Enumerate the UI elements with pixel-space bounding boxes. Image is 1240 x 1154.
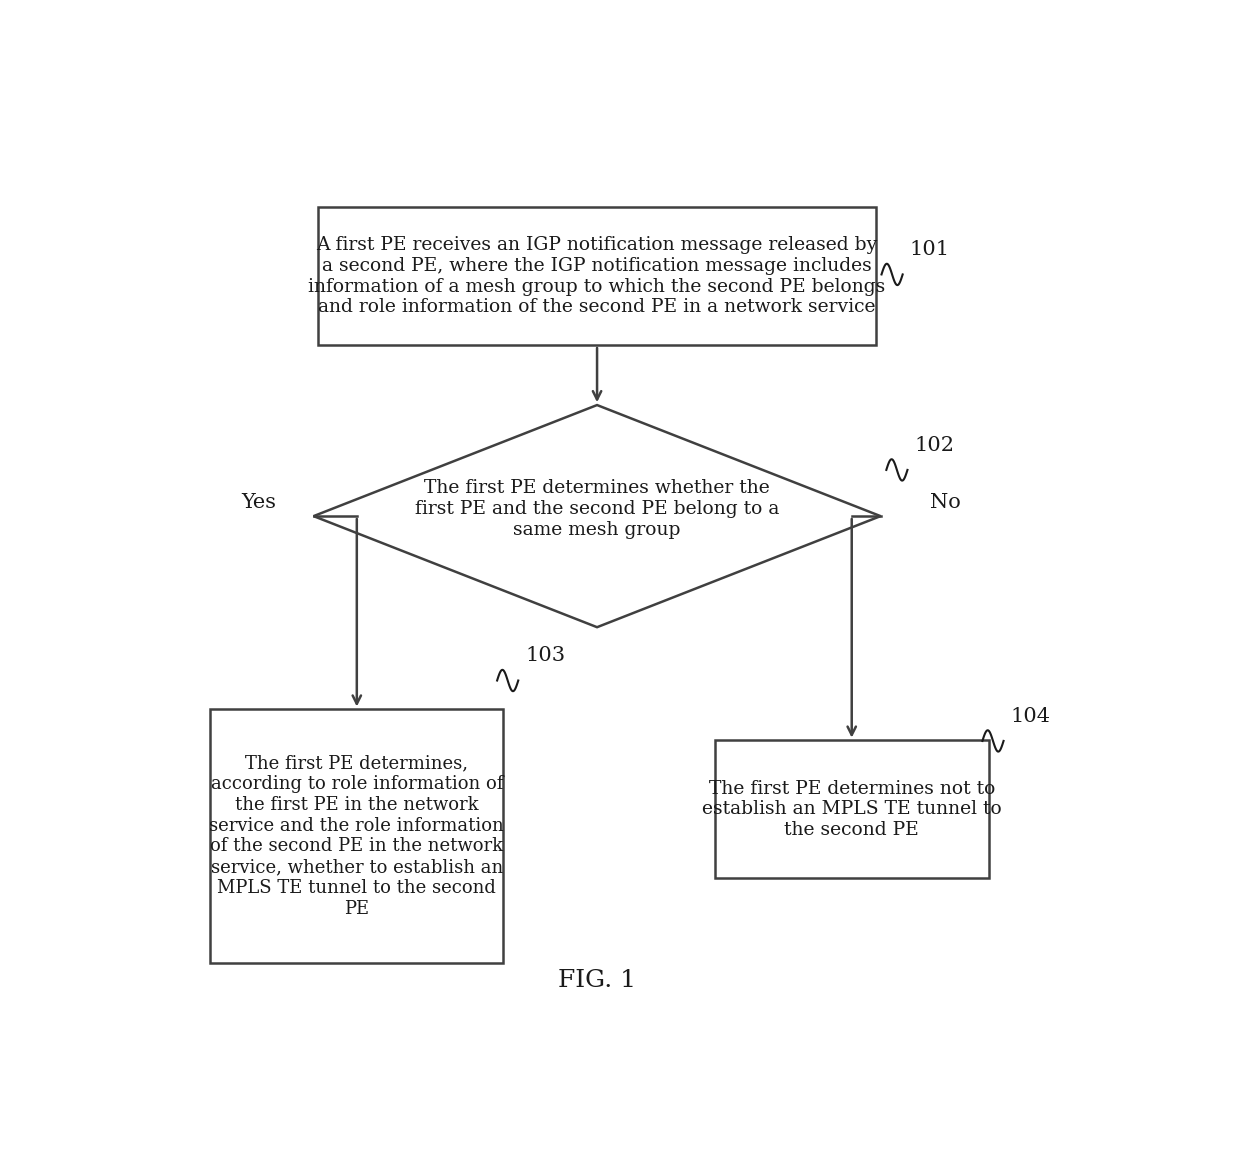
Text: 104: 104 xyxy=(1011,706,1050,726)
FancyBboxPatch shape xyxy=(714,741,988,878)
Text: The first PE determines,
according to role information of
the first PE in the ne: The first PE determines, according to ro… xyxy=(210,755,505,917)
Polygon shape xyxy=(314,405,880,628)
Text: 101: 101 xyxy=(909,240,950,258)
Text: Yes: Yes xyxy=(242,493,277,512)
Text: No: No xyxy=(930,493,960,512)
Text: FIG. 1: FIG. 1 xyxy=(558,969,636,992)
Text: The first PE determines not to
establish an MPLS TE tunnel to
the second PE: The first PE determines not to establish… xyxy=(702,780,1002,839)
FancyBboxPatch shape xyxy=(319,208,875,345)
Text: A first PE receives an IGP notification message released by
a second PE, where t: A first PE receives an IGP notification … xyxy=(309,237,885,316)
FancyBboxPatch shape xyxy=(211,710,503,962)
Text: 103: 103 xyxy=(525,646,565,665)
Text: 102: 102 xyxy=(914,435,955,455)
Text: The first PE determines whether the
first PE and the second PE belong to a
same : The first PE determines whether the firs… xyxy=(415,479,779,539)
